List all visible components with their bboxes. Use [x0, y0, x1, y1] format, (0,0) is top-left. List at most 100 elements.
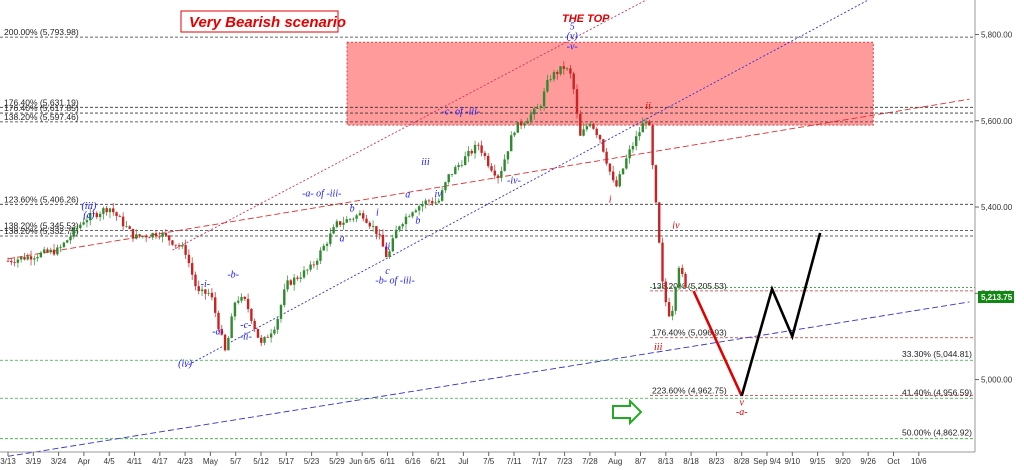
wave-label: -b-: [227, 269, 239, 280]
wave-label-red: i: [609, 195, 612, 206]
candle-body: [151, 233, 154, 238]
candle-body: [529, 114, 533, 121]
candle-body: [467, 150, 470, 157]
wave-label: -i-: [201, 279, 210, 290]
candle-body: [260, 337, 263, 343]
candle-body: [463, 156, 467, 166]
candle-body: [533, 108, 536, 115]
candle-body: [335, 221, 339, 228]
x-tick-label: 3/19: [26, 457, 42, 466]
candle-body: [549, 79, 552, 81]
fib-label: 33.30% (5,044.81): [902, 349, 972, 359]
candle-body: [671, 310, 674, 317]
candle-body: [16, 259, 20, 263]
y-tick-label: 5,600.00: [981, 117, 1013, 126]
x-tick-label: 7/11: [507, 457, 523, 466]
candle-body: [325, 243, 329, 246]
candle-body: [286, 280, 289, 290]
candle-body: [523, 123, 526, 126]
candle-body: [138, 234, 141, 237]
wave-label: c: [385, 266, 390, 277]
candle-body: [414, 210, 418, 213]
x-tick-label: Aug: [608, 457, 622, 466]
fib-label: 138.20% (5,332.75): [4, 226, 79, 236]
wave-label: 5: [570, 21, 575, 32]
candle-body: [611, 171, 615, 181]
candle-body: [289, 280, 293, 285]
candle-body: [572, 73, 575, 90]
candle-body: [556, 72, 559, 75]
candle-body: [269, 333, 273, 338]
wave-label-red: iv: [672, 221, 680, 232]
candle-body: [154, 233, 158, 237]
x-tick-label: 8/13: [658, 457, 674, 466]
candle-body: [128, 226, 131, 229]
y-tick-label: 5,000.00: [981, 376, 1013, 385]
trend-line: [7, 98, 970, 260]
wave-label: -b- of -iii-: [375, 275, 414, 286]
candle-body: [158, 236, 161, 238]
candle-body: [200, 289, 204, 292]
candle-body: [190, 263, 194, 275]
candle-body: [125, 226, 128, 228]
candle-body: [394, 229, 398, 239]
candle-body: [26, 256, 29, 260]
candle-body: [66, 240, 69, 243]
candle-body: [355, 215, 358, 219]
candle-body: [266, 336, 270, 338]
last-price-badge: [978, 291, 1014, 303]
candle-body: [49, 249, 52, 253]
candle-body: [559, 66, 562, 75]
candle-body: [437, 200, 441, 203]
candle-body: [253, 320, 256, 330]
wave-label: -iv-: [507, 175, 521, 186]
candle-body: [79, 224, 82, 229]
wave-label: (iv): [178, 359, 193, 370]
candle-body: [641, 123, 644, 133]
wave-label-red: -a-: [736, 407, 748, 418]
candle-body: [6, 260, 10, 262]
candle-body: [59, 246, 62, 248]
candle-body: [398, 226, 401, 230]
x-tick-label: 5/29: [329, 457, 345, 466]
wave-label: -a-: [212, 326, 224, 337]
candle-body: [575, 89, 579, 114]
x-tick-label: 6/21: [430, 457, 446, 466]
candle-body: [342, 222, 345, 225]
candle-body: [483, 152, 487, 156]
x-tick-label: 8/23: [709, 457, 725, 466]
candle-body: [62, 242, 66, 247]
fib-label: 176.40% (5,631.19): [4, 97, 79, 107]
candle-body: [579, 113, 582, 136]
candle-body: [171, 240, 174, 245]
candle-body: [654, 165, 658, 203]
wave-label: -ii-: [240, 331, 252, 342]
x-tick-label: 7/28: [582, 457, 598, 466]
candle-body: [112, 208, 115, 213]
candle-body: [332, 227, 335, 234]
x-tick-label: 3/24: [51, 457, 67, 466]
x-tick-label: 7/5: [483, 457, 495, 466]
candle-body: [536, 108, 539, 109]
x-tick-label: 8/7: [635, 457, 647, 466]
candle-body: [585, 126, 589, 130]
x-tick-label: 7/17: [532, 457, 548, 466]
candle-body: [306, 269, 309, 271]
wave-label: iv: [434, 189, 442, 200]
candle-body: [273, 329, 276, 334]
candle-body: [674, 287, 677, 311]
the-top-label: THE TOP: [562, 13, 610, 25]
candle-body: [490, 166, 493, 171]
x-tick-label: Sep 9/4: [753, 457, 781, 466]
middle-channel: [184, 0, 869, 367]
candle-body: [174, 244, 177, 246]
candle-body: [401, 224, 404, 227]
x-tick-label: 6/16: [405, 457, 421, 466]
candle-body: [148, 237, 151, 239]
wave-label-red: v: [739, 397, 744, 408]
fib-label: 223.60% (4,962.75): [652, 386, 727, 396]
candle-body: [417, 206, 421, 211]
candle-body: [108, 208, 112, 213]
candle-body: [444, 182, 447, 191]
fib-label: 176.40% (5,617.85): [4, 103, 79, 113]
